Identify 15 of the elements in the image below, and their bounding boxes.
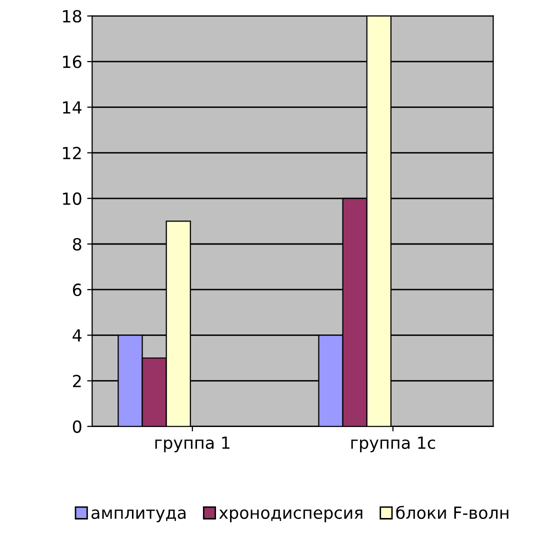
y-tick-label: 8	[72, 238, 82, 251]
legend-label: амплитуда	[92, 509, 186, 522]
y-tick-label: 16	[63, 56, 82, 68]
x-tick-label: группа 1с	[351, 436, 436, 452]
y-tick-label: 10	[63, 192, 82, 205]
y-tick-label: 6	[72, 284, 82, 296]
legend-label: хронодисперсия	[219, 509, 362, 522]
y-tick-label: 0	[72, 420, 82, 433]
legend-label: блоки F-волн	[396, 506, 508, 519]
y-tick-label: 12	[63, 146, 81, 160]
y-tick-label: 14	[63, 101, 82, 114]
x-tick-label: группа 1	[155, 436, 230, 452]
y-tick-label: 4	[72, 329, 82, 342]
y-tick-label: 2	[73, 374, 81, 388]
y-tick-label: 18	[63, 10, 82, 23]
